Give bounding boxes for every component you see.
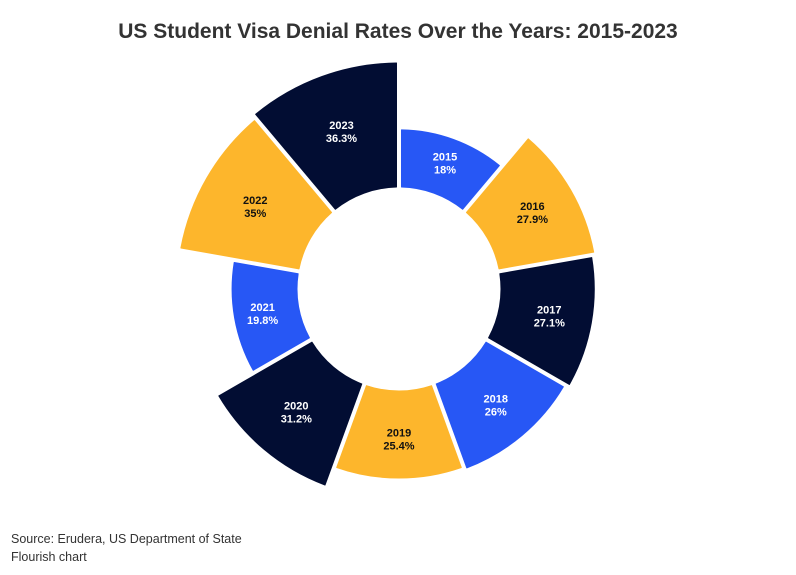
chart-labels: 2015 18% 2016 27.9% 2017 27.1% 2018 26% 2019 25.4… <box>243 120 565 452</box>
segment-label-2015: 2015 18% <box>433 152 457 177</box>
segment-2019[interactable] <box>336 385 462 479</box>
segment-2016[interactable] <box>465 138 595 270</box>
segment-year-2022: 2022 <box>243 195 267 207</box>
segment-label-2016: 2016 27.9% <box>517 201 548 226</box>
segment-year-2018: 2018 <box>484 393 508 405</box>
segment-label-2022: 2022 35% <box>243 195 267 220</box>
segment-value-2016: 27.9% <box>517 214 548 226</box>
segment-year-2017: 2017 <box>537 305 561 317</box>
segment-value-2020: 31.2% <box>281 413 312 425</box>
segment-2015[interactable] <box>401 129 500 210</box>
segment-year-2020: 2020 <box>284 400 308 412</box>
chart-credit[interactable]: Flourish chart <box>11 550 87 564</box>
chart-title: US Student Visa Denial Rates Over the Ye… <box>118 20 678 43</box>
segment-label-2019: 2019 25.4% <box>383 428 414 453</box>
segment-value-2019: 25.4% <box>383 441 414 453</box>
segment-value-2017: 27.1% <box>534 318 565 330</box>
source-note: Source: Erudera, US Department of State <box>11 532 242 546</box>
segment-2017[interactable] <box>488 257 595 385</box>
segment-label-2017: 2017 27.1% <box>534 305 565 330</box>
segment-value-2023: 36.3% <box>326 133 357 145</box>
segment-label-2020: 2020 31.2% <box>281 400 312 425</box>
chart-segments <box>180 62 595 486</box>
segment-value-2022: 35% <box>244 208 266 220</box>
segment-label-2021: 2021 19.8% <box>247 302 278 327</box>
segment-year-2023: 2023 <box>329 120 353 132</box>
segment-value-2015: 18% <box>434 165 456 177</box>
segment-label-2023: 2023 36.3% <box>326 120 357 145</box>
segment-year-2015: 2015 <box>433 152 457 164</box>
segment-2018[interactable] <box>435 341 564 469</box>
segment-2021[interactable] <box>231 261 310 371</box>
segment-year-2016: 2016 <box>520 201 544 213</box>
segment-value-2021: 19.8% <box>247 315 278 327</box>
segment-year-2019: 2019 <box>387 428 411 440</box>
segment-year-2021: 2021 <box>250 302 274 314</box>
segment-2020[interactable] <box>218 341 363 486</box>
segment-value-2018: 26% <box>485 406 507 418</box>
segment-label-2018: 2018 26% <box>484 393 508 418</box>
segment-2023[interactable] <box>255 62 397 210</box>
segment-2022[interactable] <box>180 120 333 270</box>
